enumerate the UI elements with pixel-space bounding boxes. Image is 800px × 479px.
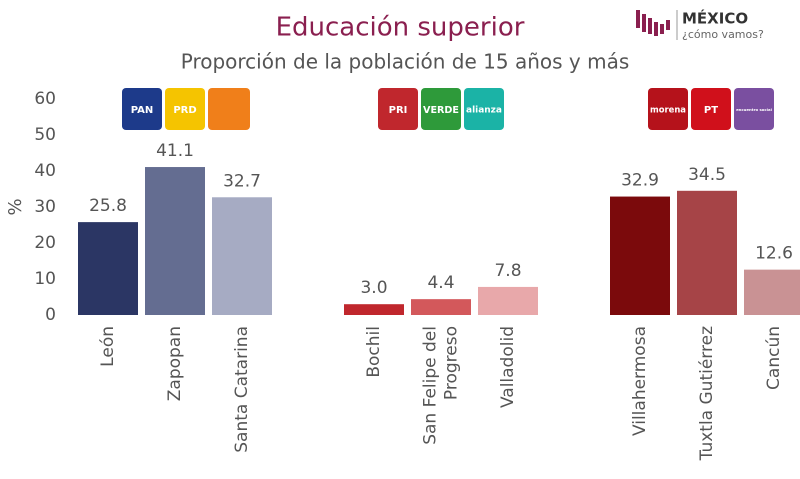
party-logo	[734, 88, 774, 130]
data-label: 32.7	[223, 171, 261, 191]
data-label: 12.6	[755, 244, 793, 264]
party-logo-text: alianza	[466, 106, 502, 116]
y-tick-label: 10	[34, 269, 56, 289]
data-label: 4.4	[427, 273, 454, 293]
data-label: 32.9	[621, 171, 659, 191]
data-label: 25.8	[89, 196, 127, 216]
party-logo	[691, 88, 731, 130]
y-tick-label: 40	[34, 161, 56, 181]
party-logo	[208, 88, 250, 130]
data-label: 7.8	[494, 261, 521, 281]
data-label: 41.1	[156, 141, 194, 161]
party-logo-text: VERDE	[423, 105, 459, 116]
bar	[212, 197, 272, 315]
x-tick-label: Tuxtla Gutiérrez	[697, 326, 717, 461]
brand-name: MÉXICO	[682, 9, 748, 28]
bar	[145, 167, 205, 315]
party-logo-text: PT	[704, 105, 718, 116]
x-tick-label: Valladolid	[498, 326, 518, 408]
x-tick-label: San Felipe delProgreso	[421, 326, 462, 445]
party-logo	[421, 88, 461, 130]
bar	[344, 304, 404, 315]
bar	[478, 286, 538, 315]
bar	[610, 196, 670, 315]
y-axis-label: %	[5, 198, 26, 215]
bar	[677, 190, 737, 315]
party-logo	[122, 88, 162, 130]
y-tick-label: 60	[34, 89, 56, 109]
chart-title: Educación superior	[276, 13, 525, 43]
bar	[744, 269, 800, 315]
brand-tagline: ¿cómo vamos?	[682, 28, 764, 41]
x-tick-label: León	[98, 326, 118, 367]
y-tick-label: 30	[34, 197, 56, 217]
y-tick-label: 20	[34, 233, 56, 253]
y-tick-label: 0	[45, 305, 56, 325]
party-logo-text: morena	[650, 105, 686, 115]
y-tick-label: 50	[34, 125, 56, 145]
data-label: 34.5	[688, 165, 726, 185]
chart-subtitle: Proporción de la población de 15 años y …	[181, 50, 630, 74]
x-tick-label: Zapopan	[165, 326, 185, 401]
bar	[78, 222, 138, 315]
brand-mark	[636, 10, 670, 36]
x-tick-label: Villahermosa	[630, 326, 650, 436]
x-tick-label: Cancún	[764, 326, 784, 390]
data-label: 3.0	[360, 278, 387, 298]
party-logo	[464, 88, 504, 130]
bar	[411, 299, 471, 315]
party-logo-text: PRD	[173, 105, 196, 116]
party-logo-text: encuentro social	[736, 107, 772, 112]
x-tick-label: Santa Catarina	[232, 326, 252, 453]
party-logo	[648, 88, 688, 130]
x-tick-label: Bochil	[364, 326, 384, 378]
party-logo	[378, 88, 418, 130]
party-logo	[165, 88, 205, 130]
party-logo-text: PAN	[131, 105, 154, 116]
party-logo-text: PRI	[389, 105, 408, 116]
